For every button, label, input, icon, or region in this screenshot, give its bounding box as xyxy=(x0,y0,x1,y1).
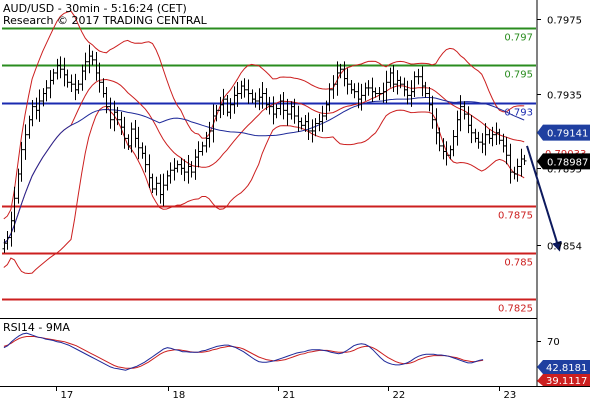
level-label-support: 0.785 xyxy=(504,258,533,269)
moving-average xyxy=(3,97,525,244)
bollinger-middle-line xyxy=(3,78,525,244)
rsi-title: RSI14 - 9MA xyxy=(3,321,70,334)
price-tag-label: 0.79141 xyxy=(547,129,588,140)
x-tick-label: 21 xyxy=(283,390,296,400)
y-tick-label: 0.7895 xyxy=(547,165,582,176)
chart-copyright: Research © 2017 TRADING CENTRAL xyxy=(3,14,208,27)
level-label-support: 0.7825 xyxy=(498,304,533,315)
y-tick-label: 0.7935 xyxy=(547,91,582,102)
rsi-tag-box xyxy=(537,360,590,374)
level-label-resistance: 0.797 xyxy=(504,33,533,44)
y-tick-label: 0.7975 xyxy=(547,16,582,27)
price-bars xyxy=(2,44,527,253)
rsi-tag-box xyxy=(537,374,590,386)
level-label-resistance: 0.795 xyxy=(504,70,533,81)
price-tag-box xyxy=(537,153,590,170)
bollinger-lower-line xyxy=(3,105,525,275)
y-tick-label: 0.7854 xyxy=(547,242,582,253)
rsi-tag-primary: 42.8181 xyxy=(537,360,590,374)
rsi-value-tags: 42.8181 39.1117 xyxy=(537,360,590,387)
x-tick-label: 17 xyxy=(61,390,74,400)
rsi-tag-label: 42.8181 xyxy=(546,363,587,374)
rsi-lines xyxy=(3,332,484,371)
projection-arrow-line xyxy=(526,145,562,252)
price-tag-blue: 0.79141 xyxy=(537,124,590,141)
level-label-pivot: 0.793 xyxy=(504,108,533,119)
projection-arrow xyxy=(526,145,562,252)
x-tick-label: 18 xyxy=(173,390,186,400)
x-tick-label: 23 xyxy=(504,390,517,400)
rsi-line xyxy=(3,332,484,371)
rsi-tag-label: 39.1117 xyxy=(546,376,587,387)
price-tag-label: 0.78987 xyxy=(547,157,588,168)
bollinger-bands xyxy=(3,10,525,275)
price-tag-black: 0.78987 xyxy=(537,153,590,170)
level-label-support: 0.7875 xyxy=(498,211,533,222)
rsi-ma-line xyxy=(3,336,484,369)
moving-average-line xyxy=(3,97,525,244)
rsi-level-label: 70 xyxy=(547,337,560,348)
price-tag-box xyxy=(537,124,590,141)
rsi-tag-secondary: 39.1117 xyxy=(537,374,590,387)
x-axis-ticks: 17 18 21 22 23 xyxy=(56,386,517,400)
x-tick-label: 22 xyxy=(393,390,406,400)
bollinger-upper-line xyxy=(3,10,525,220)
y-axis-ticks: 0.7975 0.7935 0.7895 0.7854 xyxy=(537,16,582,253)
chart-title: AUD/USD - 30min - 5:16:24 (CET) xyxy=(3,2,187,15)
